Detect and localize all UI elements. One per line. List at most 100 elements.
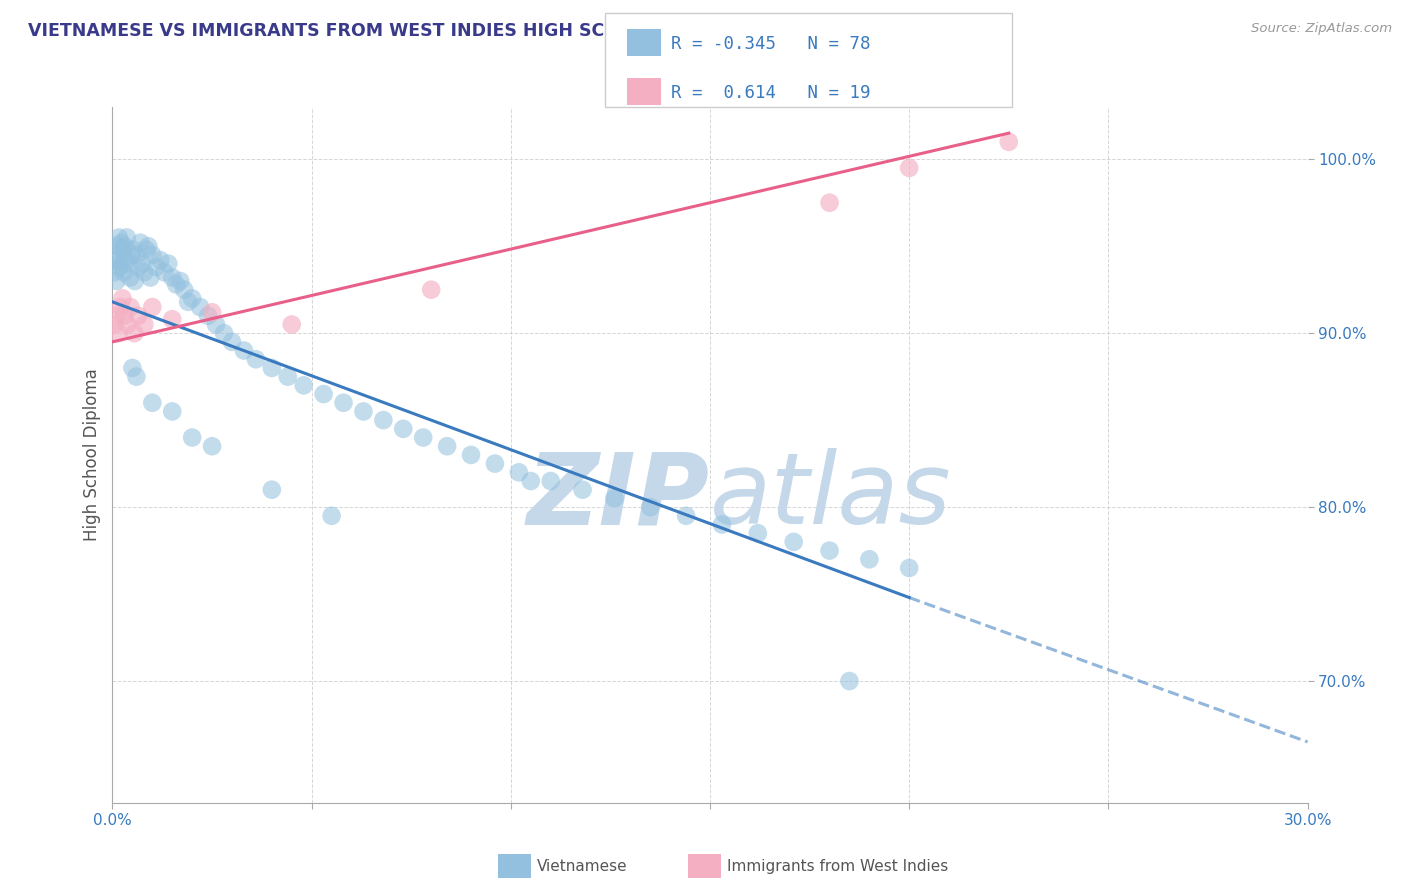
Point <box>114 253 136 268</box>
Text: Source: ZipAtlas.com: Source: ZipAtlas.com <box>1251 22 1392 36</box>
Point <box>197 309 219 323</box>
Point <box>110 256 132 270</box>
Point <box>260 360 283 375</box>
Point <box>124 326 146 340</box>
Point <box>260 483 283 497</box>
Point <box>675 508 697 523</box>
Point <box>127 309 149 323</box>
Point <box>127 260 149 274</box>
Point <box>108 230 131 244</box>
Point <box>149 253 172 268</box>
Text: VIETNAMESE VS IMMIGRANTS FROM WEST INDIES HIGH SCHOOL DIPLOMA CORRELATION CHART: VIETNAMESE VS IMMIGRANTS FROM WEST INDIE… <box>28 22 970 40</box>
Point <box>520 474 543 488</box>
Text: R = -0.345   N = 78: R = -0.345 N = 78 <box>671 35 870 53</box>
Point <box>747 526 769 541</box>
Point <box>312 387 335 401</box>
Point <box>162 312 183 326</box>
Point <box>125 248 148 262</box>
Point <box>782 534 804 549</box>
Point <box>201 439 224 453</box>
Point <box>111 243 134 257</box>
Point <box>436 439 458 453</box>
Point <box>103 318 125 332</box>
Point <box>141 300 163 314</box>
Point <box>484 457 506 471</box>
Point <box>412 430 434 444</box>
Point <box>221 334 243 349</box>
Point <box>508 465 530 479</box>
Point <box>114 239 135 253</box>
Point <box>129 235 152 250</box>
Point <box>107 239 129 253</box>
Point <box>131 256 153 270</box>
Point <box>205 318 228 332</box>
Point <box>281 318 304 332</box>
Point <box>540 474 562 488</box>
Point <box>105 309 128 323</box>
Point <box>104 253 127 268</box>
Point <box>135 243 157 257</box>
Point <box>177 294 200 309</box>
Point <box>392 422 415 436</box>
Point <box>111 291 134 305</box>
Y-axis label: High School Diploma: High School Diploma <box>83 368 101 541</box>
Point <box>292 378 315 392</box>
Point <box>118 270 141 285</box>
Point <box>838 673 860 688</box>
Point <box>125 369 148 384</box>
Point <box>818 543 841 558</box>
Point <box>103 265 125 279</box>
Point <box>603 491 626 506</box>
Point <box>134 318 156 332</box>
Point <box>105 248 128 262</box>
Text: Vietnamese: Vietnamese <box>537 859 627 873</box>
Point <box>858 552 880 566</box>
Text: atlas: atlas <box>710 448 952 545</box>
Point <box>157 256 180 270</box>
Point <box>181 291 204 305</box>
Point <box>173 283 195 297</box>
Point <box>139 270 162 285</box>
Point <box>998 135 1021 149</box>
Point <box>181 430 204 444</box>
Point <box>121 360 143 375</box>
Point <box>188 300 211 314</box>
Point <box>212 326 235 340</box>
Point <box>120 300 142 314</box>
Point <box>420 283 443 297</box>
Point <box>110 300 132 314</box>
Point <box>571 483 593 497</box>
Point <box>153 265 176 279</box>
Point <box>141 395 163 409</box>
Point <box>232 343 256 358</box>
Point <box>169 274 191 288</box>
Point <box>201 305 224 319</box>
Point <box>277 369 299 384</box>
Point <box>121 248 143 262</box>
Point <box>165 277 187 292</box>
Point <box>122 243 145 257</box>
Point <box>818 195 841 210</box>
Point <box>332 395 354 409</box>
Point <box>898 161 921 175</box>
Point <box>145 260 167 274</box>
Point <box>114 309 135 323</box>
Point <box>638 500 662 514</box>
Text: Immigrants from West Indies: Immigrants from West Indies <box>727 859 948 873</box>
Point <box>107 326 129 340</box>
Point <box>321 508 343 523</box>
Point <box>162 404 183 418</box>
Point <box>711 517 734 532</box>
Point <box>117 256 139 270</box>
Point <box>373 413 395 427</box>
Point <box>460 448 482 462</box>
Point <box>245 352 267 367</box>
Point <box>112 265 135 279</box>
Text: ZIP: ZIP <box>527 448 710 545</box>
Point <box>115 230 138 244</box>
Point <box>108 260 131 274</box>
Point <box>138 239 160 253</box>
Point <box>134 265 156 279</box>
Text: R =  0.614   N = 19: R = 0.614 N = 19 <box>671 84 870 102</box>
Point <box>117 318 139 332</box>
